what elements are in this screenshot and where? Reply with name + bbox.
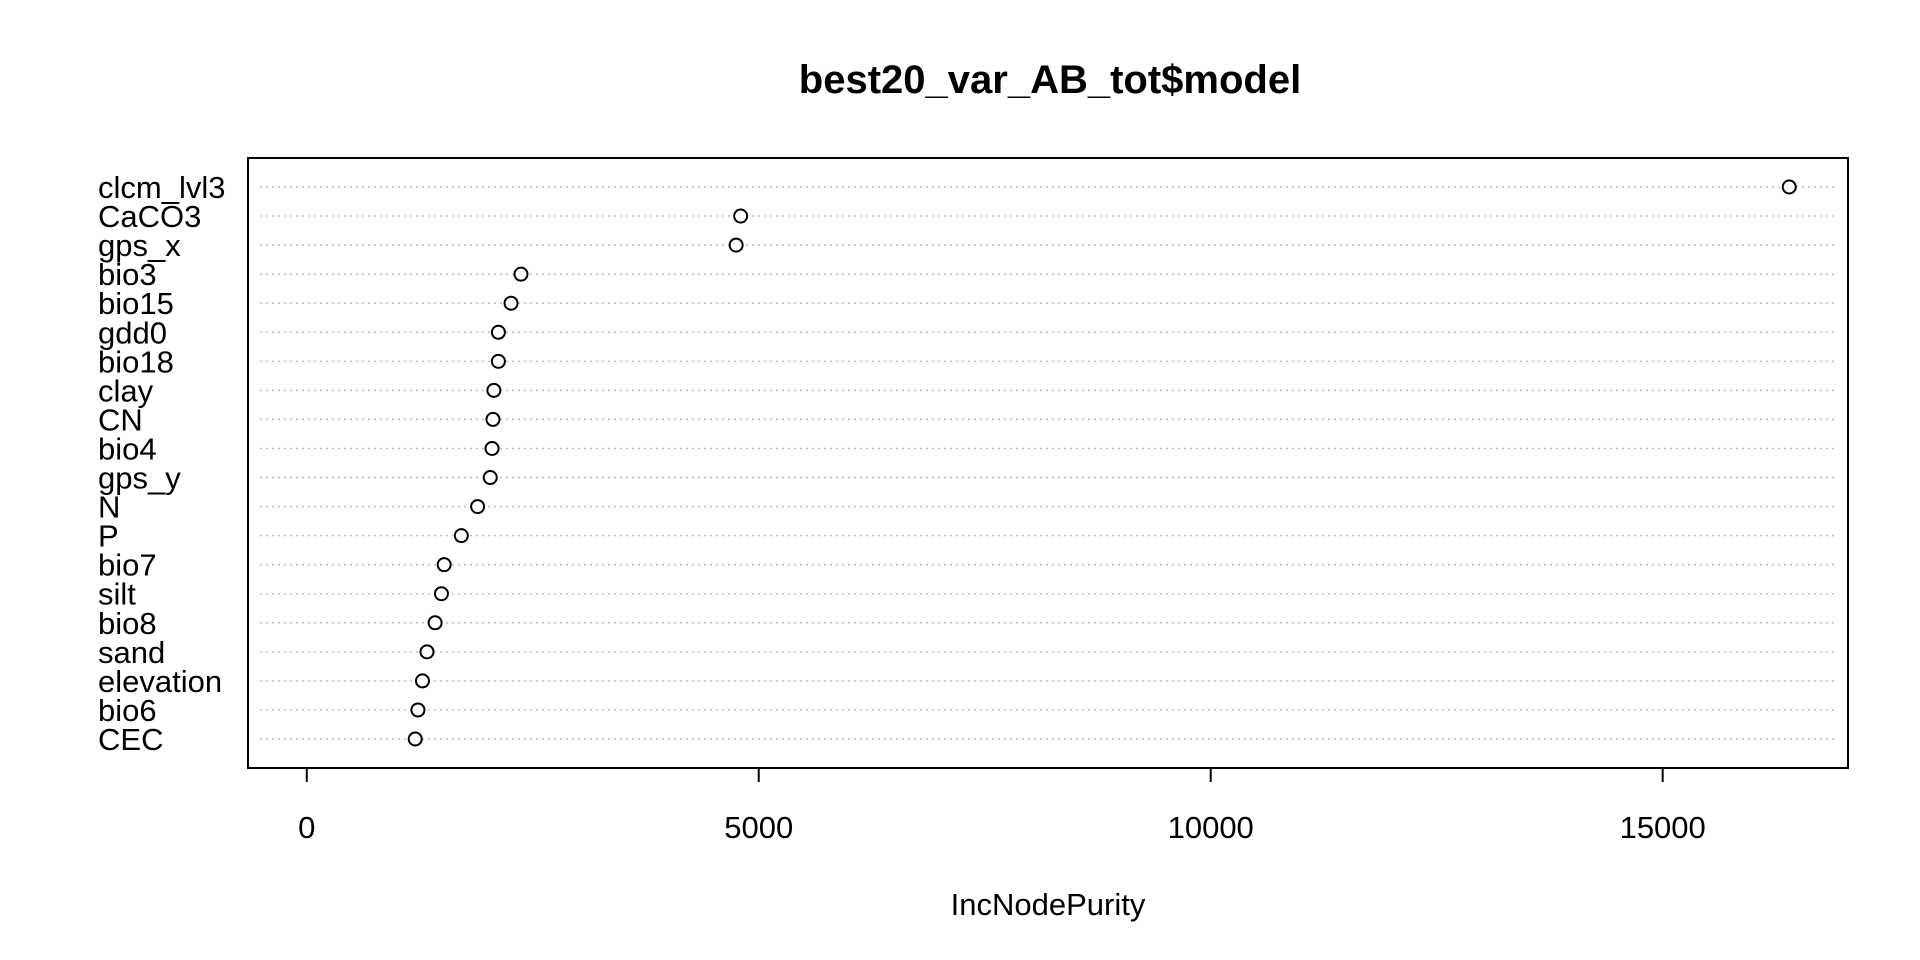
data-point-CaCO3	[733, 208, 749, 224]
data-point-CN	[485, 411, 501, 427]
data-point-elevation	[414, 673, 430, 689]
x-tick-label: 15000	[1620, 810, 1706, 845]
data-point-sand	[419, 644, 435, 660]
gridlines	[260, 186, 1836, 740]
data-point-bio6	[410, 702, 426, 718]
data-point-gps_y	[482, 470, 498, 486]
x-tick-label: 0	[298, 810, 315, 845]
category-label: CEC	[98, 722, 163, 757]
category-label: clay	[98, 373, 154, 408]
data-point-clcm_lvl3	[1781, 179, 1797, 195]
data-point-CEC	[407, 731, 423, 747]
data-point-bio7	[436, 557, 452, 573]
category-label: sand	[98, 635, 165, 670]
category-labels: clcm_lvl3CaCO3gps_xbio3bio15gdd0bio18cla…	[98, 170, 225, 757]
chart-title: best20_var_AB_tot$model	[799, 58, 1301, 102]
x-tick-label: 5000	[724, 810, 793, 845]
category-label: bio15	[98, 286, 174, 321]
x-axis: 0 5000 10000 15000	[298, 767, 1706, 845]
category-label: gps_y	[98, 461, 181, 496]
x-axis-label: IncNodePurity	[951, 887, 1146, 922]
data-point-bio18	[490, 353, 506, 369]
data-point-N	[470, 499, 486, 515]
category-label: elevation	[98, 664, 222, 699]
data-point-clay	[486, 382, 502, 398]
category-label: gps_x	[98, 228, 181, 263]
data-point-gps_x	[728, 237, 744, 253]
data-point-bio4	[484, 440, 500, 456]
x-tick-label: 10000	[1168, 810, 1254, 845]
category-label: P	[98, 519, 119, 554]
category-label: clcm_lvl3	[98, 170, 225, 205]
category-label: bio7	[98, 548, 157, 583]
data-point-bio8	[427, 615, 443, 631]
category-label: bio4	[98, 431, 157, 466]
category-label: bio18	[98, 344, 174, 379]
category-label: silt	[98, 577, 136, 612]
category-label: bio8	[98, 606, 157, 641]
category-label: CaCO3	[98, 199, 201, 234]
category-label: N	[98, 490, 120, 525]
data-point-P	[453, 528, 469, 544]
data-point-bio15	[503, 295, 519, 311]
data-point-bio3	[513, 266, 529, 282]
plot-frame	[247, 157, 1849, 769]
category-label: bio3	[98, 257, 157, 292]
data-points	[407, 179, 1797, 747]
data-point-silt	[433, 586, 449, 602]
category-label: CN	[98, 402, 143, 437]
data-point-gdd0	[490, 324, 506, 340]
category-label: gdd0	[98, 315, 167, 350]
category-label: bio6	[98, 693, 157, 728]
